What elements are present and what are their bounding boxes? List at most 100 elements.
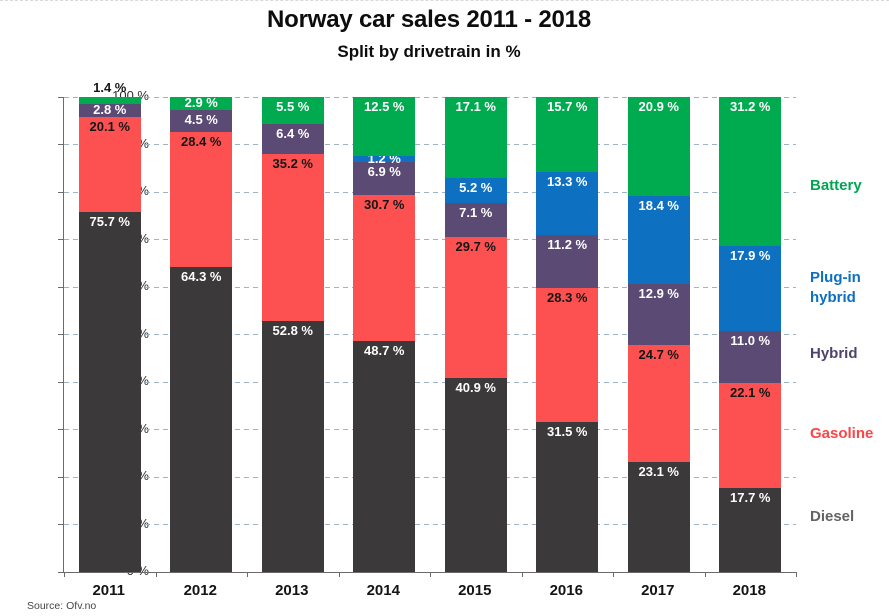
value-label-2012-hybrid: 4.5 % [184, 112, 218, 128]
y-tick [58, 476, 64, 478]
gridline-50 [64, 334, 796, 335]
gridline-70 [64, 239, 796, 240]
value-label-2011-gasoline: 20.1 % [89, 118, 130, 134]
bar-2017: 23.1 % 24.7 % 12.9 % 18.4 % 20.9 % [627, 97, 690, 572]
value-label-2012-diesel: 64.3 % [181, 268, 222, 284]
bar-segment-2018-gasoline [719, 382, 782, 488]
x-tick [704, 572, 706, 577]
x-tick [796, 572, 797, 577]
gridline-60 [64, 286, 796, 288]
x-axis-label-2012: 2012 [183, 582, 217, 599]
y-tick [58, 144, 64, 145]
value-label-2012-gasoline: 28.4 % [181, 133, 222, 149]
source-note: Source: Ofv.no [27, 600, 97, 612]
value-label-2015-plug-in-hybrid: 5.2 % [459, 180, 493, 196]
bar-segment-2015-plug-in-hybrid [444, 178, 507, 203]
bar-segment-2012-gasoline [170, 131, 233, 267]
legend-item-battery: Battery [810, 177, 862, 194]
bar-segment-2013-gasoline [261, 154, 324, 322]
y-tick [58, 334, 64, 335]
bar-segment-2016-battery [536, 97, 599, 172]
gridline-20 [64, 476, 796, 478]
gridline-30 [64, 429, 796, 430]
bar-segment-2015-gasoline [444, 236, 507, 378]
value-label-2011-battery: 1.4 % [93, 80, 127, 95]
value-label-2013-battery: 5.5 % [276, 99, 310, 115]
x-tick [613, 572, 614, 577]
x-tick [521, 572, 523, 577]
bar-segment-2016-gasoline [536, 287, 599, 423]
y-tick [58, 429, 64, 430]
x-tick [64, 572, 65, 577]
x-axis-label-2015: 2015 [458, 582, 492, 599]
value-label-2017-plug-in-hybrid: 18.4 % [638, 198, 679, 214]
bar-segment-2017-gasoline [627, 344, 690, 463]
bar-segment-2012-diesel [170, 266, 233, 572]
gridline-90 [64, 144, 796, 145]
value-label-2015-hybrid: 7.1 % [459, 204, 493, 220]
x-axis-label-2017: 2017 [641, 582, 675, 599]
bar-segment-2014-diesel [353, 340, 416, 572]
gridline-10 [64, 524, 796, 525]
value-label-2015-gasoline: 29.7 % [455, 238, 496, 254]
plot-area: 75.7 % 20.1 % 2.8 % 1.4 % 64.3 % 28.4 % 4.5 % 2… [58, 81, 797, 577]
x-axis-label-2011: 2011 [92, 582, 126, 599]
value-label-2018-hybrid: 11.0 % [730, 332, 771, 348]
bar-segment-2018-plug-in-hybrid [719, 245, 782, 331]
value-label-2014-gasoline: 30.7 % [364, 196, 405, 212]
bar-segment-2015-hybrid [444, 202, 507, 237]
value-label-2016-diesel: 31.5 % [547, 424, 588, 440]
value-label-2017-battery: 20.9 % [638, 99, 679, 114]
bar-segment-2014-battery [353, 97, 416, 157]
y-tick [58, 191, 64, 193]
bar-segment-2011-battery [78, 97, 141, 104]
value-label-2017-gasoline: 24.7 % [638, 346, 679, 362]
legend-item-gasoline: Gasoline [810, 425, 874, 442]
value-label-2015-diesel: 40.9 % [455, 379, 496, 395]
value-label-2017-diesel: 23.1 % [638, 464, 679, 480]
bar-segment-2017-hybrid [627, 283, 690, 345]
bar-segment-2014-hybrid [353, 162, 416, 195]
x-axis-label-2016: 2016 [549, 582, 583, 599]
bar-segment-2017-battery [627, 97, 690, 197]
chart-title: Norway car sales 2011 - 2018 [267, 6, 591, 33]
bar-segment-2018-battery [719, 97, 782, 246]
value-label-2013-hybrid: 6.4 % [276, 125, 310, 141]
value-label-2017-hybrid: 12.9 % [638, 285, 679, 301]
value-label-2016-battery: 15.7 % [547, 99, 588, 114]
y-tick [58, 286, 64, 288]
bar-2013: 52.8 % 35.2 % 6.4 % 5.5 % [261, 97, 324, 572]
value-label-2018-battery: 31.2 % [730, 99, 771, 115]
value-label-2015-battery: 17.1 % [455, 99, 496, 114]
bar-segment-2011-gasoline [78, 116, 141, 213]
bar-segment-2017-plug-in-hybrid [627, 196, 690, 284]
value-label-2014-diesel: 48.7 % [364, 342, 405, 358]
y-tick [58, 381, 64, 383]
bar-segment-2013-battery [261, 97, 324, 124]
legend-item-plug-in-hybrid: Plug-in hybrid [810, 269, 861, 306]
x-tick [430, 572, 431, 577]
bar-segment-2013-hybrid [261, 123, 324, 154]
value-label-2018-gasoline: 22.1 % [730, 384, 771, 400]
gridline-100 [64, 96, 796, 98]
bar-segment-2014-gasoline [353, 194, 416, 341]
value-label-2018-diesel: 17.7 % [730, 489, 771, 505]
bar-2011: 75.7 % 20.1 % 2.8 % 1.4 % [78, 81, 141, 572]
bar-segment-2015-battery [444, 97, 507, 179]
legend-item-diesel: Diesel [810, 508, 855, 525]
bar-2012: 64.3 % 28.4 % 4.5 % 2.9 % [170, 96, 233, 572]
bar-segment-2016-diesel [536, 422, 599, 572]
value-label-2014-hybrid: 6.9 % [367, 164, 401, 180]
bar-2015: 40.9 % 29.7 % 7.1 % 5.2 % 17.1 % [444, 97, 507, 572]
value-label-2011-diesel: 75.7 % [89, 214, 130, 230]
gridline-80 [64, 191, 796, 193]
value-label-2012-battery: 2.9 % [184, 95, 218, 111]
x-axis-label-2013: 2013 [275, 582, 309, 599]
y-tick [58, 524, 64, 525]
bar-segment-2018-hybrid [719, 330, 782, 383]
bar-segment-2016-plug-in-hybrid [536, 171, 599, 235]
value-label-2011-hybrid: 2.8 % [93, 102, 127, 118]
bar-segment-2014-plug-in-hybrid [353, 156, 416, 163]
value-label-2016-plug-in-hybrid: 13.3 % [547, 173, 588, 189]
value-label-2018-plug-in-hybrid: 17.9 % [730, 247, 771, 263]
